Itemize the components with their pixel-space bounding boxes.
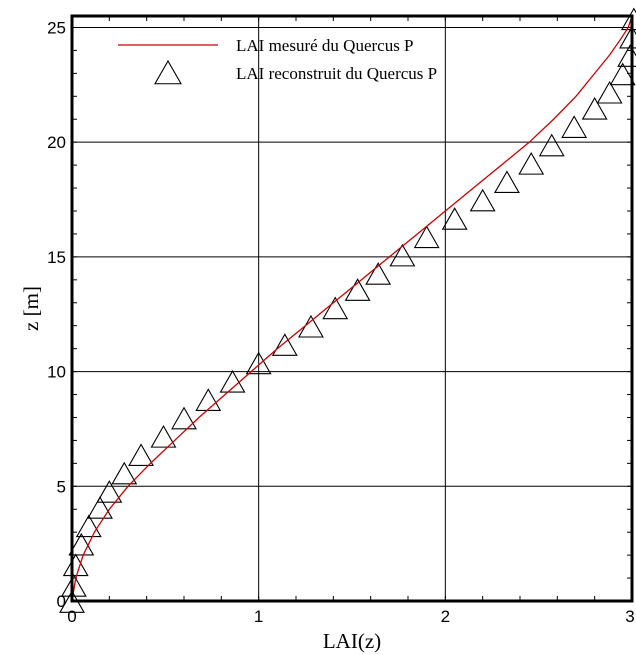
reconstructed-marker bbox=[219, 369, 246, 393]
x-tick-label: 3 bbox=[625, 607, 634, 626]
y-tick-label: 10 bbox=[47, 363, 66, 382]
reconstructed-marker bbox=[297, 314, 324, 338]
grid-lines bbox=[72, 16, 632, 601]
reconstructed-marker bbox=[245, 351, 272, 375]
reconstructed-marker bbox=[365, 262, 392, 285]
series-layer bbox=[59, 7, 636, 613]
reconstructed-marker bbox=[344, 278, 371, 301]
reconstructed-marker bbox=[518, 152, 545, 175]
reconstructed-marker bbox=[68, 532, 95, 556]
x-tick-label: 1 bbox=[254, 607, 263, 626]
reconstructed-marker bbox=[469, 188, 496, 212]
reconstructed-marker bbox=[493, 170, 520, 194]
y-tick-label: 0 bbox=[57, 592, 66, 611]
y-tick-label: 25 bbox=[47, 18, 66, 37]
reconstructed-marker bbox=[195, 388, 222, 411]
measured-line bbox=[71, 15, 633, 602]
tick-labels: 0 1 2 3 0 5 10 15 20 25 bbox=[47, 18, 635, 626]
reconstructed-marker bbox=[322, 296, 349, 320]
reconstructed-marker bbox=[128, 443, 155, 467]
reconstructed-marker bbox=[271, 333, 298, 356]
reconstructed-marker bbox=[413, 225, 440, 249]
reconstructed-marker bbox=[561, 115, 588, 138]
reconstructed-marker bbox=[596, 80, 623, 104]
reconstructed-marker bbox=[62, 553, 89, 577]
x-tick-label: 0 bbox=[67, 607, 76, 626]
y-tick-label: 15 bbox=[47, 248, 66, 267]
reconstructed-marker bbox=[617, 44, 636, 67]
reconstructed-marker bbox=[620, 7, 636, 31]
reconstructed-marker bbox=[87, 496, 113, 519]
legend-triangle-swatch bbox=[154, 59, 182, 85]
reconstructed-marker bbox=[75, 514, 102, 538]
reconstructed-marker bbox=[389, 243, 416, 267]
reconstructed-marker bbox=[609, 62, 636, 86]
reconstructed-marker bbox=[171, 406, 197, 430]
y-tick-label: 5 bbox=[57, 477, 66, 496]
reconstructed-marker bbox=[441, 207, 468, 230]
x-axis-title: LAI(z) bbox=[323, 629, 381, 653]
reconstructed-marker bbox=[581, 96, 608, 120]
legend-label-reconstructed: LAI reconstruit du Quercus P bbox=[236, 64, 437, 83]
legend-label-measured: LAI mesuré du Quercus P bbox=[236, 36, 414, 55]
plot-frame bbox=[70, 14, 634, 603]
minor-ticks bbox=[71, 16, 633, 602]
reconstructed-marker bbox=[60, 574, 87, 597]
y-axis-title: z [m] bbox=[19, 286, 43, 331]
x-tick-label: 2 bbox=[441, 607, 450, 626]
legend: LAI mesuré du Quercus P LAI reconstruit … bbox=[118, 36, 437, 85]
reconstructed-marker bbox=[150, 425, 177, 448]
y-tick-label: 20 bbox=[47, 133, 66, 152]
reconstructed-marker bbox=[538, 133, 565, 157]
reconstructed-marker bbox=[111, 461, 138, 485]
reconstructed-marker bbox=[96, 480, 123, 503]
